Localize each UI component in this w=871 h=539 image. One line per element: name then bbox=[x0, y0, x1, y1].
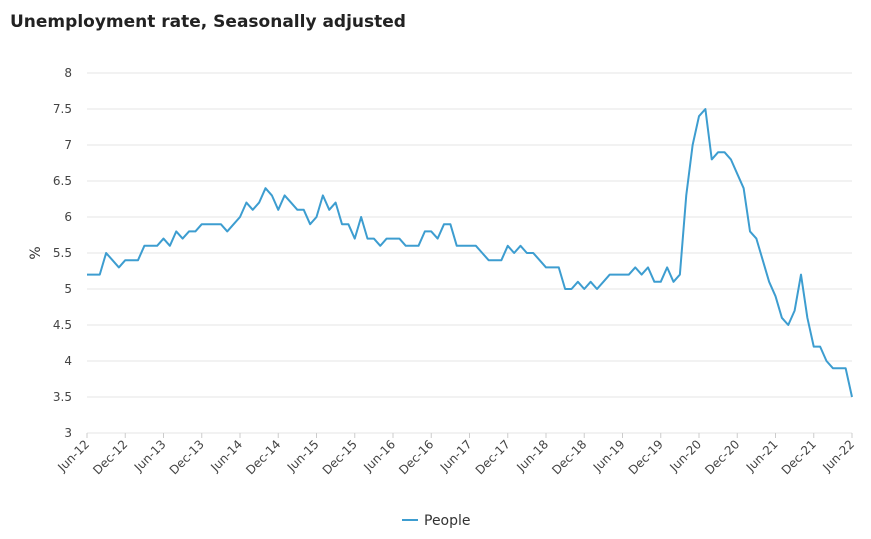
x-tick-label: Dec-13 bbox=[167, 437, 207, 477]
x-tick-label: Dec-18 bbox=[549, 437, 589, 477]
x-tick-label: Jun-15 bbox=[284, 437, 322, 475]
series-layer bbox=[87, 108, 853, 398]
y-axis-label: % bbox=[28, 246, 44, 259]
x-tick-label: Jun-14 bbox=[207, 437, 245, 475]
y-tick-label: 6.5 bbox=[53, 174, 72, 188]
y-tick-label: 5.5 bbox=[53, 246, 72, 260]
y-tick-label: 3.5 bbox=[53, 390, 72, 404]
x-tick-label: Jun-22 bbox=[819, 437, 857, 475]
y-tick-label: 7.5 bbox=[53, 102, 72, 116]
y-tick-label: 4.5 bbox=[53, 318, 72, 332]
y-axis-ticks: 3 3.5 4 4.5 5 5.5 6 6.5 7 7.5 8 bbox=[53, 66, 72, 440]
legend-label-people[interactable]: People bbox=[424, 513, 471, 529]
chart-title: Unemployment rate, Seasonally adjusted bbox=[10, 12, 406, 32]
x-tick-label: Jun-21 bbox=[743, 437, 781, 475]
legend[interactable]: People bbox=[402, 513, 471, 529]
x-tick-label: Dec-12 bbox=[90, 437, 130, 477]
x-tick-label: Jun-20 bbox=[666, 437, 704, 475]
x-tick-label: Dec-14 bbox=[243, 437, 283, 477]
x-tick-label: Dec-20 bbox=[702, 437, 742, 477]
x-tick-label: Dec-17 bbox=[473, 437, 513, 477]
x-tick-label: Jun-16 bbox=[360, 437, 398, 475]
x-tick-label: Dec-21 bbox=[779, 437, 819, 477]
x-tick-label: Jun-18 bbox=[513, 437, 551, 475]
series-line-people[interactable] bbox=[87, 108, 853, 398]
y-tick-label: 8 bbox=[64, 66, 72, 80]
y-tick-label: 4 bbox=[64, 354, 72, 368]
y-tick-label: 5 bbox=[64, 282, 72, 296]
x-tick-label: Jun-19 bbox=[590, 437, 628, 475]
y-tick-label: 3 bbox=[64, 426, 72, 440]
x-tick-label: Jun-13 bbox=[131, 437, 169, 475]
x-tick-label: Dec-15 bbox=[320, 437, 360, 477]
x-tick-label: Dec-19 bbox=[626, 437, 666, 477]
grid-lines bbox=[87, 72, 852, 434]
y-tick-label: 6 bbox=[64, 210, 72, 224]
x-tick-label: Jun-12 bbox=[54, 437, 92, 475]
y-tick-label: 7 bbox=[64, 138, 72, 152]
x-tick-label: Dec-16 bbox=[396, 437, 436, 477]
x-tick-label: Jun-17 bbox=[437, 437, 475, 475]
